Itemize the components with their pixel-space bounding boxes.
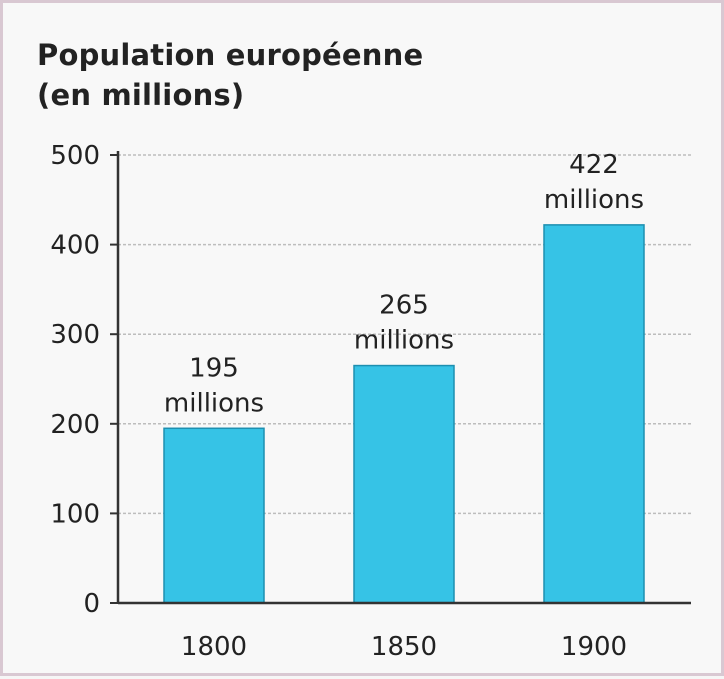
y-tick-label-500: 500: [50, 141, 100, 171]
y-tick-label-300: 300: [50, 320, 100, 350]
labels: 0 100 200 300 400 500 1800 195 millions 1850 265 mi…: [50, 141, 644, 662]
y-tick-label-100: 100: [50, 499, 100, 529]
bar-1800: [163, 427, 265, 604]
data-label-unit-1900: millions: [544, 185, 644, 215]
data-label-value-1900: 422: [569, 150, 619, 180]
axes: [110, 151, 691, 605]
y-tick-label-400: 400: [50, 231, 100, 261]
bar-chart: 0 100 200 300 400 500 1800 195 millions 1850 265 mi…: [50, 141, 691, 662]
data-label-unit-1850: millions: [354, 326, 454, 356]
y-tick-label-0: 0: [83, 589, 100, 619]
data-label-value-1800: 195: [189, 353, 239, 383]
x-tick-label-1800: 1800: [181, 632, 247, 662]
bar-1850: [353, 364, 455, 604]
x-tick-label-1900: 1900: [561, 632, 627, 662]
bar-1900: [543, 224, 645, 604]
data-label-unit-1800: millions: [164, 388, 264, 418]
data-label-value-1850: 265: [379, 291, 429, 321]
y-tick-label-200: 200: [50, 410, 100, 440]
bars: [163, 224, 645, 604]
chart-title: Population européenne (en millions): [37, 38, 424, 112]
x-tick-label-1850: 1850: [371, 632, 437, 662]
